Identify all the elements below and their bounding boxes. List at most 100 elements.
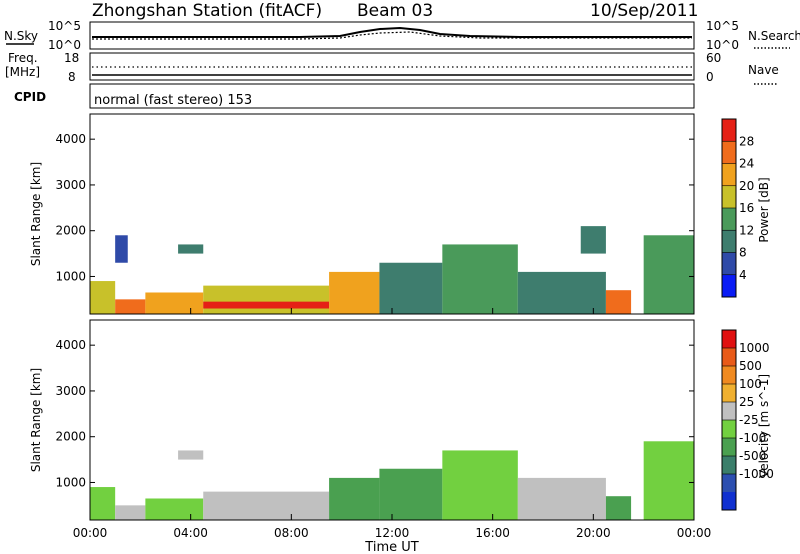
velocity-region-5 <box>379 468 443 520</box>
velocity-colorbar-tick-label-5: -100 <box>739 431 766 445</box>
nsearch-label: N.Search <box>748 29 800 43</box>
cpid-text: normal (fast stereo) 153 <box>94 93 252 108</box>
velocity-colorbar-tick-label-3: 25 <box>739 395 754 409</box>
cpid-frame <box>89 83 695 109</box>
nsky-top-tick: 10^5 <box>48 19 81 33</box>
date-title: 10/Sep/2011 <box>590 1 698 21</box>
power-colorbar-swatch-6 <box>722 141 736 164</box>
nsearch-trace <box>92 31 692 40</box>
velocity-colorbar-label: Velocity [m s^-1] <box>757 374 771 478</box>
velocity-panel: 1000 2000 3000 4000 Slant Range [km] <box>29 319 695 521</box>
velocity-region-2 <box>145 498 204 520</box>
power-ytick-label-0: 1000 <box>55 269 86 283</box>
xtick-label-0: 00:00 <box>73 526 108 540</box>
velocity-colorbar-tick-label-1: 500 <box>739 359 762 373</box>
power-region-7 <box>442 244 518 314</box>
power-y-axis-label: Slant Range [km] <box>29 162 43 266</box>
velocity-ytick-label-3: 4000 <box>55 338 86 352</box>
freq-label-line2: [MHz] <box>5 65 40 79</box>
freq-label-line1: Freq. <box>8 51 38 65</box>
velocity-region-9 <box>643 441 694 520</box>
power-colorbar-tick-label-4: 20 <box>739 179 754 193</box>
x-axis-label: Time UT <box>364 540 418 554</box>
power-region-3 <box>203 285 330 314</box>
velocity-region-6 <box>442 450 518 520</box>
nsky-frame <box>89 21 695 50</box>
power-region-12 <box>178 244 204 254</box>
x-axis: 00:00 04:00 08:00 12:00 16:00 20:00 00:00 <box>73 308 712 540</box>
velocity-region-3 <box>203 491 330 520</box>
power-colorbar-swatch-0 <box>722 274 736 297</box>
velocity-colorbar-tick-label-4: -25 <box>739 413 759 427</box>
cpid-panel: CPID normal (fast stereo) 153 <box>14 83 695 109</box>
power-colorbar-tick-label-0: 4 <box>739 268 747 282</box>
power-region-6 <box>379 262 443 314</box>
velocity-colorbar-swatch-8 <box>722 348 736 366</box>
power-region-10 <box>643 235 694 314</box>
power-regions <box>90 226 694 314</box>
velocity-colorbar-swatch-3 <box>722 438 736 456</box>
xtick-label-2: 08:00 <box>274 526 309 540</box>
velocity-region-1 <box>115 505 146 520</box>
power-colorbar-swatch-2 <box>722 230 736 253</box>
power-colorbar-swatch-3 <box>722 208 736 231</box>
velocity-colorbar-swatch-5 <box>722 402 736 420</box>
power-ytick-label-2: 3000 <box>55 178 86 192</box>
xtick-label-4: 16:00 <box>475 526 510 540</box>
xtick-label-3: 12:00 <box>375 526 410 540</box>
velocity-yticks: 1000 2000 3000 4000 <box>55 338 694 489</box>
power-colorbar-label: Power [dB] <box>757 177 771 242</box>
power-yticks: 1000 2000 3000 4000 <box>55 132 694 283</box>
freq-top-tick: 18 <box>64 51 79 65</box>
velocity-colorbar-swatch-4 <box>722 420 736 438</box>
velocity-region-8 <box>605 496 632 520</box>
freq-panel: Freq. [MHz] 18 8 60 0 Nave <box>5 51 779 85</box>
velocity-colorbar-swatch-2 <box>722 456 736 474</box>
velocity-colorbar: 1000 500 100 25 -25 -100 -500 -1000 <box>721 329 774 511</box>
nave-top-tick: 60 <box>706 51 721 65</box>
velocity-regions <box>90 441 694 520</box>
power-colorbar-swatch-7 <box>722 119 736 142</box>
power-region-0 <box>90 281 116 314</box>
power-region-1 <box>115 299 146 314</box>
freq-bottom-tick: 8 <box>68 70 76 84</box>
power-region-2 <box>145 292 204 314</box>
xtick-label-5: 20:00 <box>576 526 611 540</box>
power-region-13 <box>580 226 606 254</box>
velocity-y-axis-label: Slant Range [km] <box>29 368 43 472</box>
velocity-colorbar-swatch-1 <box>722 474 736 492</box>
xtick-label-6: 00:00 <box>677 526 712 540</box>
power-region-9 <box>605 290 632 314</box>
velocity-colorbar-swatch-0 <box>722 492 736 510</box>
velocity-ytick-label-0: 1000 <box>55 475 86 489</box>
power-colorbar-tick-label-1: 8 <box>739 246 747 260</box>
nave-bottom-tick: 0 <box>706 70 714 84</box>
velocity-region-10 <box>178 450 204 460</box>
power-colorbar: 4 8 12 16 20 24 28 <box>721 118 754 298</box>
velocity-colorbar-swatch-9 <box>722 330 736 348</box>
nave-label: Nave <box>748 63 779 77</box>
power-region-11 <box>115 235 128 263</box>
power-region-5 <box>329 271 380 314</box>
velocity-region-0 <box>90 487 116 520</box>
velocity-colorbar-tick-label-6: -500 <box>739 449 766 463</box>
power-colorbar-tick-label-5: 24 <box>739 157 754 171</box>
nsearch-top-tick: 10^5 <box>706 19 739 33</box>
velocity-colorbar-swatch-7 <box>722 366 736 384</box>
power-colorbar-swatch-5 <box>722 163 736 186</box>
power-colorbar-swatch-1 <box>722 252 736 275</box>
velocity-ytick-label-1: 2000 <box>55 430 86 444</box>
velocity-region-7 <box>517 477 606 520</box>
velocity-region-4 <box>329 477 380 520</box>
beam-title: Beam 03 <box>357 1 433 21</box>
power-colorbar-tick-label-6: 28 <box>739 134 754 148</box>
power-ytick-label-3: 4000 <box>55 132 86 146</box>
station-title: Zhongshan Station (fitACF) <box>92 1 322 21</box>
power-region-8 <box>517 271 606 314</box>
power-panel: 1000 2000 3000 4000 Slant Range [km] <box>29 113 695 315</box>
nsearch-bottom-tick: 10^0 <box>706 38 739 52</box>
power-colorbar-swatch-4 <box>722 185 736 208</box>
freq-frame <box>89 52 695 81</box>
velocity-colorbar-swatch-6 <box>722 384 736 402</box>
